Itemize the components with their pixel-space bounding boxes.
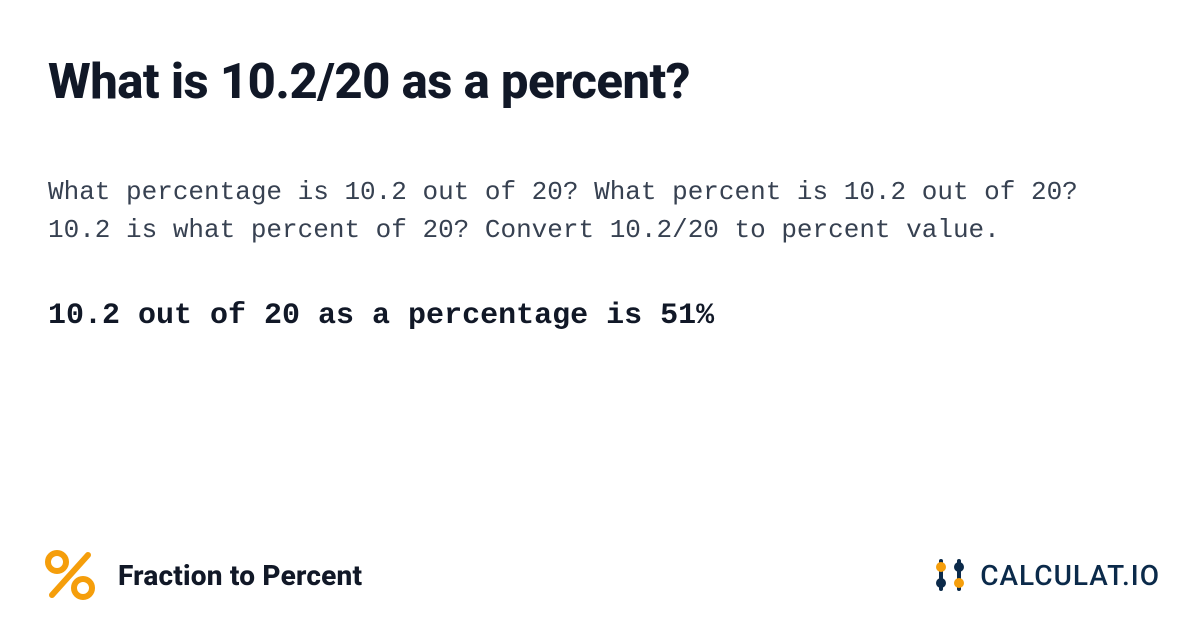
question-description: What percentage is 10.2 out of 20? What … — [48, 174, 1128, 249]
footer-left-group: Fraction to Percent — [44, 549, 362, 601]
content-area: What is 10.2/20 as a percent? What perce… — [0, 0, 1200, 336]
footer-bar: Fraction to Percent CALCULAT.IO — [0, 520, 1200, 630]
page-title: What is 10.2/20 as a percent? — [48, 54, 1152, 110]
brand-block: CALCULAT.IO — [930, 555, 1160, 595]
brand-text: CALCULAT.IO — [980, 559, 1160, 592]
footer-label: Fraction to Percent — [118, 559, 362, 592]
answer-text: 10.2 out of 20 as a percentage is 51% — [48, 296, 1152, 337]
percent-icon — [44, 549, 96, 601]
calculat-logo-icon — [930, 555, 970, 595]
